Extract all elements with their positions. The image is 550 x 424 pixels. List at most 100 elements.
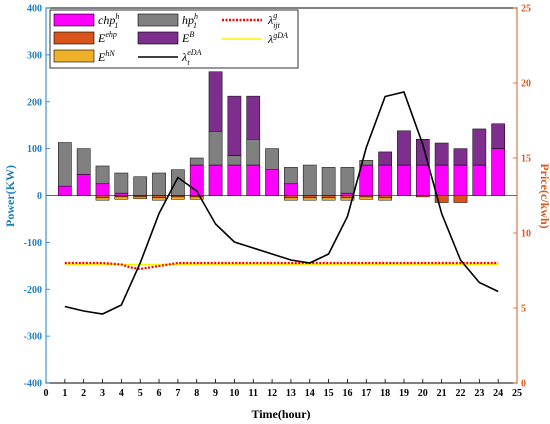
x-tick-label-16: 16 (342, 388, 352, 399)
y-right-tick-label-25: 25 (521, 4, 531, 15)
bar-Eehp-hour-3 (95, 195, 110, 199)
y-left-tick-label--400: -400 (24, 379, 42, 390)
bar-EhN-hour-14 (302, 197, 317, 201)
bar-chp-hour-1 (57, 185, 72, 196)
x-axis-label: Time(hour) (251, 407, 310, 421)
bar-EB-hour-19 (397, 130, 411, 166)
x-tick-label-9: 9 (213, 388, 218, 399)
x-tick-label-14: 14 (305, 388, 315, 399)
bar-hp-hour-13 (284, 167, 298, 185)
bar-chp-hour-12 (265, 169, 279, 196)
bar-Eehp-hour-15 (321, 195, 336, 199)
bar-EhN-hour-8 (189, 196, 204, 200)
bar-hp-hour-9 (208, 131, 223, 166)
y-left-tick-label--100: -100 (24, 238, 42, 249)
bar-hp-hour-6 (152, 172, 166, 196)
bar-chp-hour-3 (95, 183, 110, 196)
bar-chp-hour-11 (246, 164, 261, 196)
bar-hp-hour-7 (171, 169, 185, 196)
bar-chp-hour-18 (378, 164, 392, 196)
bar-hp-hour-15 (321, 167, 336, 196)
y-right-tick-label-0: 0 (521, 379, 526, 390)
bar-hp-hour-3 (95, 165, 110, 185)
bar-hp-hour-1 (57, 142, 72, 187)
bar-chp-hour-19 (397, 164, 411, 196)
y-right-axis-label: Price(c/kwh) (538, 163, 550, 228)
x-tick-label-4: 4 (119, 388, 124, 399)
y-left-tick-label-100: 100 (27, 144, 42, 155)
bar-chp-hour-23 (472, 164, 487, 196)
legend-label-lambda-eDA: λeDA t (181, 48, 202, 67)
bar-EhN-hour-17 (359, 196, 374, 200)
lines-group (64, 91, 499, 315)
bar-EhN-hour-13 (284, 197, 298, 201)
bar-hp-hour-16 (340, 167, 355, 194)
bars-group (57, 71, 506, 203)
x-tick-label-25: 25 (512, 388, 522, 399)
x-tick-label-12: 12 (267, 388, 277, 399)
y-right-tick-label-15: 15 (521, 154, 531, 165)
bar-EhN-hour-6 (152, 197, 166, 201)
legend-label-lambda-g: λg ijt (267, 11, 281, 30)
x-tick-label-0: 0 (44, 388, 49, 399)
line-lambda-g (64, 261, 499, 271)
legend: chph 1 hph 1 λg ijt Eehp EB λgDA EhN λeDA t (49, 9, 299, 69)
x-tick-label-24: 24 (493, 388, 503, 399)
bar-EB-hour-11 (246, 95, 261, 140)
x-tick-label-6: 6 (157, 388, 162, 399)
bar-chp-hour-17 (359, 164, 374, 196)
y-right-axis-ticks: 25 20 15 10 5 0 (513, 4, 531, 390)
bar-Eehp-hour-21 (434, 195, 449, 203)
bar-hp-hour-8 (189, 157, 204, 166)
bar-EB-hour-9 (208, 71, 223, 132)
legend-label-chp: chph 1 (98, 12, 119, 30)
bar-Eehp-hour-18 (378, 195, 392, 199)
bar-Eehp-hour-14 (302, 195, 317, 199)
bar-hp-hour-11 (246, 139, 261, 166)
bar-EB-hour-23 (472, 128, 487, 166)
legend-label-EB: EB (181, 30, 194, 45)
y-left-tick-label--300: -300 (24, 332, 42, 343)
x-tick-label-20: 20 (418, 388, 428, 399)
bar-chp-hour-2 (76, 174, 91, 196)
bar-chp-hour-13 (284, 183, 298, 196)
x-tick-label-1: 1 (62, 388, 67, 399)
bar-EB-hour-24 (491, 123, 506, 149)
bar-hp-hour-4 (114, 172, 129, 194)
bar-Eehp-hour-6 (152, 195, 166, 199)
bar-EhN-hour-16 (340, 197, 355, 201)
bar-chp-hour-24 (491, 148, 506, 196)
x-tick-label-2: 2 (81, 388, 86, 399)
legend-label-lambda-gDA: λgDA (267, 31, 288, 46)
bar-chp-hour-16 (340, 192, 355, 196)
bar-EB-hour-21 (434, 142, 449, 166)
bar-hp-hour-5 (133, 176, 148, 196)
bar-Eehp-hour-13 (284, 195, 298, 199)
bar-EhN-hour-4 (114, 196, 129, 200)
x-tick-label-10: 10 (229, 388, 239, 399)
y-left-tick-label-0: 0 (37, 191, 42, 202)
bar-EhN-hour-7 (171, 196, 185, 200)
bar-hp-hour-12 (265, 148, 279, 170)
x-tick-label-22: 22 (455, 388, 465, 399)
bar-hp-hour-17 (359, 160, 374, 166)
y-left-tick-label--200: -200 (24, 285, 42, 296)
x-tick-label-18: 18 (380, 388, 390, 399)
x-tick-label-11: 11 (249, 388, 258, 399)
line-lambda-eDA (64, 91, 499, 315)
y-right-tick-label-10: 10 (521, 229, 531, 240)
bar-chp-hour-10 (227, 164, 242, 196)
bar-EB-hour-10 (227, 95, 242, 156)
y-left-tick-label-300: 300 (27, 50, 42, 61)
bar-EB-hour-18 (378, 151, 392, 166)
y-right-tick-label-20: 20 (521, 79, 531, 90)
y-left-tick-label-400: 400 (27, 4, 42, 15)
bar-chp-hour-20 (415, 164, 430, 196)
bar-chp-hour-9 (208, 164, 223, 196)
bar-hp-hour-10 (227, 155, 242, 166)
bar-hp-hour-14 (302, 164, 317, 196)
x-tick-label-17: 17 (361, 388, 371, 399)
legend-label-hp: hph 1 (182, 12, 198, 30)
y-right-tick-label-5: 5 (521, 304, 526, 315)
